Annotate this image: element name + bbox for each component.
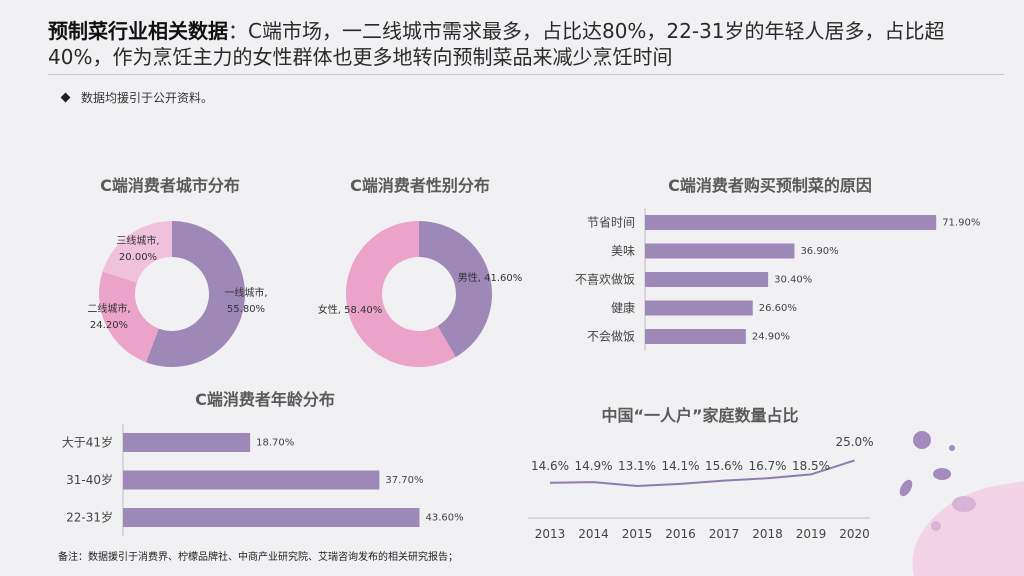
- age-chart-title: C端消费者年龄分布: [195, 390, 335, 409]
- household-value-label: 14.9%: [574, 459, 612, 473]
- age-bar: [123, 470, 380, 490]
- household-value-label: 14.6%: [531, 459, 569, 473]
- age-bar: [123, 508, 420, 527]
- city-slice-value: 20.00%: [119, 252, 157, 263]
- reason-category-label: 健康: [611, 300, 635, 315]
- age-value-label: 43.60%: [425, 513, 463, 524]
- gender-slice: [419, 221, 493, 358]
- gender-slice: [346, 221, 456, 367]
- reason-chart-title: C端消费者购买预制菜的原因: [668, 176, 872, 195]
- city-slice-value: 55.80%: [227, 304, 265, 315]
- household-value-label: 16.7%: [748, 459, 786, 473]
- age-category-label: 31-40岁: [66, 472, 113, 487]
- pink-corner-shape: [912, 481, 1024, 576]
- blob-icon: [952, 496, 976, 512]
- reason-category-label: 不会做饭: [587, 329, 635, 344]
- city-slice-label: 一线城市,: [224, 286, 267, 299]
- city-slice: [102, 221, 172, 283]
- blob-icon: [913, 431, 931, 449]
- age-category-label: 22-31岁: [66, 510, 113, 525]
- household-x-tick: 2013: [535, 527, 566, 541]
- reason-value-label: 24.90%: [752, 332, 790, 343]
- reason-bar: [645, 300, 753, 316]
- age-value-label: 37.70%: [385, 475, 423, 486]
- decorative-blobs: [899, 431, 1024, 576]
- source-note-text: 数据均援引于公开资料。: [81, 91, 214, 105]
- household-x-tick: 2018: [752, 527, 783, 541]
- household-x-tick: 2017: [709, 527, 740, 541]
- city-slice-value: 24.20%: [90, 320, 128, 331]
- age-bar: [123, 433, 251, 452]
- dot-icon: [949, 445, 955, 451]
- source-note: 数据均援引于公开资料。: [60, 89, 214, 106]
- reason-value-label: 30.40%: [774, 275, 812, 286]
- household-value-label: 14.1%: [661, 459, 699, 473]
- page-title-rest: ：C端市场，一二线城市需求最多，占比达80%，22-31岁的年轻人居多，占比超4…: [48, 19, 945, 69]
- reason-value-label: 71.90%: [942, 218, 980, 229]
- city-slice: [99, 271, 159, 363]
- household-x-tick: 2014: [578, 527, 609, 541]
- age-category-label: 大于41岁: [62, 435, 113, 450]
- household-line: [549, 459, 855, 488]
- reason-bar: [645, 215, 937, 230]
- reason-category-label: 美味: [611, 244, 635, 258]
- reason-category-label: 节省时间: [587, 216, 635, 230]
- household-value-label: 18.5%: [792, 459, 830, 473]
- reason-bar: [645, 272, 769, 287]
- reason-value-label: 36.90%: [800, 246, 838, 257]
- reason-bar: [645, 329, 746, 344]
- city-chart-title: C端消费者城市分布: [100, 176, 240, 195]
- household-value-label: 25.0%: [835, 435, 873, 449]
- household-x-tick: 2016: [665, 527, 696, 541]
- household-x-tick: 2020: [839, 527, 870, 541]
- gender-slice-label: 女性, 58.40%: [318, 303, 383, 316]
- reason-value-label: 26.60%: [759, 303, 797, 314]
- household-value-label: 13.1%: [618, 459, 656, 473]
- footnote: 备注：数据援引于消费界、柠檬品牌社、中商产业研究院、艾瑞咨询发布的相关研究报告；: [58, 552, 458, 563]
- reason-category-label: 不喜欢做饭: [575, 272, 635, 287]
- household-value-label: 15.6%: [705, 459, 743, 473]
- dot-icon: [931, 521, 941, 531]
- household-chart-title: 中国“一人户”家庭数量占比: [601, 406, 799, 425]
- household-x-tick: 2015: [622, 527, 653, 541]
- page-title: 预制菜行业相关数据：C端市场，一二线城市需求最多，占比达80%，22-31岁的年…: [48, 18, 968, 70]
- gender-slice-label: 男性, 41.60%: [458, 271, 523, 284]
- city-slice: [145, 221, 245, 367]
- blob-icon: [933, 468, 951, 480]
- age-value-label: 18.70%: [256, 438, 294, 449]
- title-divider: [48, 74, 1004, 75]
- city-slice-label: 三线城市,: [116, 234, 159, 247]
- reason-bar: [645, 243, 795, 259]
- household-x-tick: 2019: [796, 527, 827, 541]
- city-slice-label: 二线城市,: [87, 302, 130, 315]
- gender-chart-title: C端消费者性别分布: [350, 176, 490, 195]
- blob-icon: [899, 479, 913, 497]
- page-title-bold: 预制菜行业相关数据: [48, 19, 228, 43]
